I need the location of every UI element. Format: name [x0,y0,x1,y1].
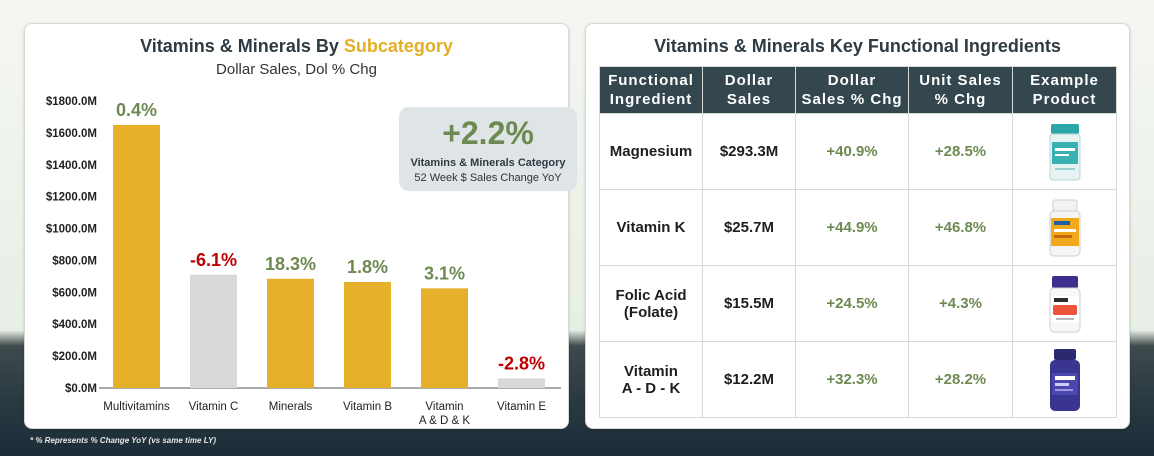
dollar-sales-cell: $25.7M [702,189,796,266]
table-row: Magnesium $293.3M +40.9% +28.5% [599,113,1117,190]
ingredient-cell: Vitamin A - D - K [599,341,703,418]
chart-title-accent: Subcategory [343,36,453,56]
footnote: * % Represents % Change YoY (vs same tim… [30,436,216,445]
ingredients-table: Functional Ingredient Dollar Sales Dollar S… [599,66,1117,418]
unit-pct-cell: +4.3% [908,265,1013,342]
table-row: Vitamin K $25.7M +44.9% +46.8% [599,189,1117,266]
header-functional-ingredient: Functional Ingredient [599,66,703,114]
callout-value: +2.2% [442,115,534,151]
table-row: Vitamin A - D - K $12.2M +32.3% +28.2% [599,341,1117,418]
data-label: 18.3% [265,254,316,274]
data-label: 1.8% [347,257,388,277]
dollar-pct-cell: +32.3% [795,341,909,418]
folate-supplement-bottle-icon [1049,275,1080,332]
y-tick-label: $800.0M [52,255,97,267]
magnesium-supplement-bottle-icon [1049,123,1080,180]
data-label: -6.1% [190,250,237,270]
bar [344,281,391,388]
table-title: Vitamins & Minerals Key Functional Ingre… [654,36,1061,56]
subcategory-chart-panel: Vitamins & Minerals By Subcategory Dolla… [24,23,577,429]
bar [267,278,314,388]
x-tick-label: Minerals [269,401,313,413]
chart-title-main: Vitamins & Minerals By [140,36,344,56]
y-tick-label: $1000.0M [46,224,97,236]
ingredient-cell: Magnesium [599,113,703,190]
product-image-cell [1012,341,1117,418]
bar [421,288,468,388]
y-tick-label: $1200.0M [46,192,97,204]
x-tick-label: Vitamin E [497,401,546,413]
dollar-sales-cell: $293.3M [702,113,796,190]
dollar-pct-cell: +44.9% [795,189,909,266]
ingredient-cell: Folic Acid (Folate) [599,265,703,342]
table-header-row: Functional Ingredient Dollar Sales Dollar S… [599,66,1117,114]
header-example-product: Example Product [1012,66,1117,114]
x-tick-label: Vitamin C [189,401,239,413]
data-label: 3.1% [424,263,465,283]
vitamin-adk-supplement-bottle-icon [1049,348,1080,411]
header-dollar-sales-pct-chg: Dollar Sales % Chg [795,66,909,114]
dollar-pct-cell: +24.5% [795,265,909,342]
unit-pct-cell: +28.5% [908,113,1013,190]
y-tick-label: $200.0M [52,351,97,363]
vitamin-k-supplement-bottle-icon [1049,199,1080,256]
category-change-callout: +2.2% Vitamins & Minerals Category 52 We… [399,107,577,191]
unit-pct-cell: +46.8% [908,189,1013,266]
data-label: -2.8% [498,353,545,373]
y-tick-label: $1600.0M [46,128,97,140]
y-tick-label: $400.0M [52,319,97,331]
dollar-pct-cell: +40.9% [795,113,909,190]
header-dollar-sales: Dollar Sales [702,66,796,114]
table-row: Folic Acid (Folate) $15.5M +24.5% +4.3% [599,265,1117,342]
callout-label: Vitamins & Minerals Category [410,157,566,169]
bar [190,274,237,388]
x-tick-label: Vitamin A & D & K [419,401,470,427]
product-image-cell [1012,189,1117,266]
dollar-sales-cell: $15.5M [702,265,796,342]
chart-title: Vitamins & Minerals By Subcategory [25,36,568,57]
callout-sublabel: 52 Week $ Sales Change YoY [414,172,562,184]
y-tick-label: $1400.0M [46,160,97,172]
functional-ingredients-panel: Vitamins & Minerals Key Functional Ingre… [585,23,1130,429]
dollar-sales-cell: $12.2M [702,341,796,418]
y-tick-label: $600.0M [52,287,97,299]
x-tick-label: Vitamin B [343,401,392,413]
y-tick-label: $0.0M [65,383,97,395]
product-image-cell [1012,113,1117,190]
header-unit-sales-pct-chg: Unit Sales% Chg [908,66,1013,114]
bar [113,124,160,389]
unit-pct-cell: +28.2% [908,341,1013,418]
bar-chart: $0.0M $200.0M $400.0M $600.0M $800.0M $1000.0… [46,96,561,427]
ingredient-cell: Vitamin K [599,189,703,266]
product-image-cell [1012,265,1117,342]
chart-subtitle: Dollar Sales, Dol % Chg [216,61,377,78]
data-label: 0.4% [116,100,157,120]
y-tick-label: $1800.0M [46,96,97,108]
bar [498,378,545,388]
x-tick-label: Multivitamins [103,401,170,413]
